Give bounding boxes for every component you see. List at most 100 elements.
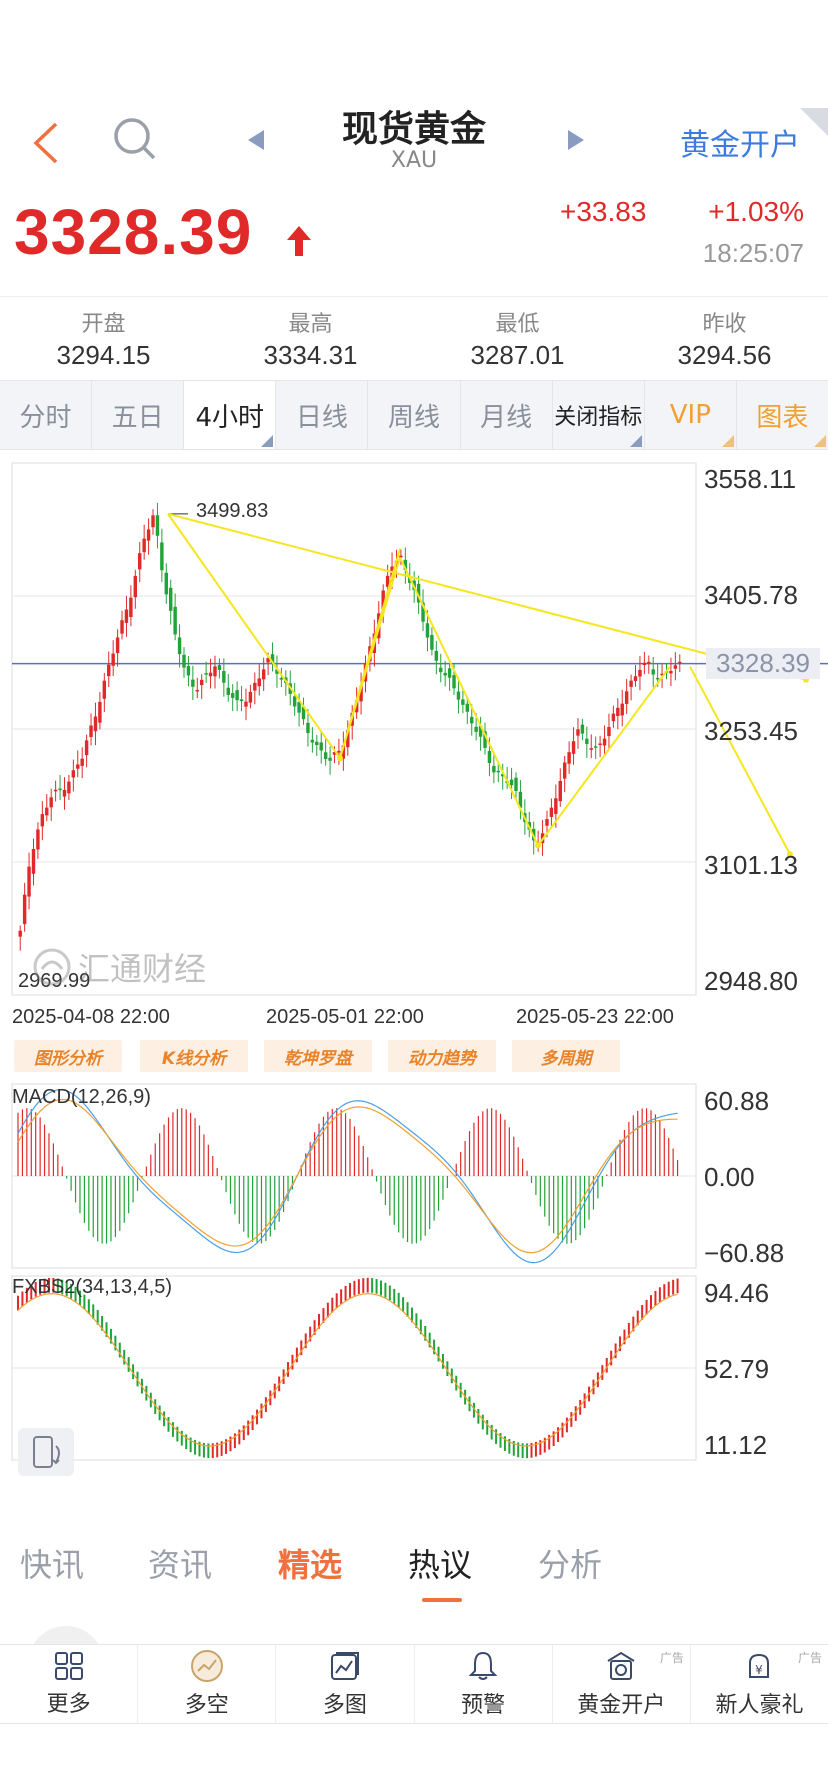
candle-body: [253, 682, 257, 691]
trend-line: [167, 512, 807, 681]
candle-body: [474, 726, 478, 732]
rotate-phone-icon: [33, 1436, 60, 1468]
nav-gold-account-label: 黄金开户: [577, 1693, 666, 1718]
date-label-start: 2025-04-08 22:00: [12, 1006, 170, 1028]
symbol-title: 现货黄金: [341, 109, 486, 150]
dropdown-corner-icon: [629, 435, 642, 447]
news-tab-hot[interactable]: 热议: [408, 1546, 473, 1584]
ad-corner-badge: [800, 108, 828, 136]
candle-body: [629, 680, 633, 687]
dropdown-corner-icon: [813, 435, 826, 447]
candle-body: [470, 716, 474, 724]
candle-body: [133, 575, 138, 598]
candle-body: [580, 724, 585, 734]
stat-low-label: 最低: [495, 312, 540, 337]
stat-high-value: 3334.31: [263, 340, 358, 370]
candle-body: [589, 748, 593, 750]
candle-body: [319, 742, 323, 751]
tool-multi-period[interactable]: 多周期: [512, 1040, 620, 1072]
trend-circle-icon: [190, 1650, 223, 1682]
candle-body: [199, 679, 204, 686]
nav-new-user-gift[interactable]: 广告 ¥ 新人豪礼: [691, 1645, 828, 1723]
news-tab-featured[interactable]: 精选: [278, 1546, 343, 1584]
fxbs-title: FXBS2(34,13,4,5): [12, 1276, 173, 1298]
candle-body: [381, 590, 385, 610]
candle-body: [164, 572, 169, 595]
stat-prev-close-value: 3294.56: [677, 340, 772, 370]
candle-body: [425, 623, 430, 638]
candle-body: [76, 764, 80, 769]
candle-body: [84, 740, 89, 756]
nav-gold-account[interactable]: 广告 黄金开户: [553, 1645, 691, 1723]
macd-chart[interactable]: [0, 1080, 828, 1272]
candle-body: [385, 575, 390, 587]
stats-divider: [0, 296, 828, 297]
nav-alert[interactable]: 预警: [415, 1645, 553, 1723]
candle-body: [660, 673, 664, 676]
gold-account-icon: [607, 1651, 635, 1680]
tab-daily[interactable]: 日线: [276, 381, 369, 449]
candlestick-chart[interactable]: [0, 455, 828, 1000]
fxbs-signal-line: [17, 1293, 678, 1447]
nav-long-short[interactable]: 多空: [138, 1645, 277, 1723]
trend-line: [689, 666, 791, 855]
nav-multi-chart[interactable]: 多图: [276, 1645, 415, 1723]
tab-five-day[interactable]: 五日: [92, 381, 185, 449]
back-button[interactable]: [28, 118, 68, 168]
prev-symbol-button[interactable]: [244, 128, 268, 156]
news-tab-info[interactable]: 资讯: [148, 1546, 213, 1584]
stat-low-value: 3287.01: [470, 340, 565, 370]
nav-more[interactable]: 更多: [0, 1645, 139, 1723]
grid-icon: [54, 1652, 83, 1680]
candle-body: [62, 789, 67, 797]
candle-body: [452, 675, 456, 689]
candle-body: [275, 669, 279, 674]
candle-body: [244, 701, 248, 707]
tool-kline-analysis[interactable]: K线分析: [140, 1040, 248, 1072]
fullscreen-button[interactable]: [18, 1428, 74, 1476]
tool-momentum[interactable]: 动力趋势: [388, 1040, 496, 1072]
fxbs-chart[interactable]: [0, 1272, 828, 1464]
next-symbol-button[interactable]: [564, 128, 588, 156]
tab-close-indicator[interactable]: 关闭指标: [553, 381, 645, 449]
candle-body: [624, 691, 629, 704]
tab-intraday[interactable]: 分时: [0, 381, 93, 449]
tool-compass[interactable]: 乾坤罗盘: [264, 1040, 372, 1072]
candle-body: [226, 687, 230, 695]
date-label-end: 2025-05-23 22:00: [516, 1006, 674, 1028]
candle-body: [292, 696, 297, 707]
candle-body: [514, 777, 518, 791]
tab-4hour[interactable]: 4小时: [184, 381, 277, 449]
search-button[interactable]: [110, 114, 160, 164]
candle-body: [616, 707, 620, 716]
candle-body: [31, 848, 36, 874]
candle-body: [328, 757, 332, 761]
news-tab-analysis[interactable]: 分析: [538, 1546, 603, 1584]
candle-body: [71, 770, 76, 778]
candle-body: [115, 637, 120, 654]
tool-pattern-analysis[interactable]: 图形分析: [14, 1040, 122, 1072]
candle-body: [585, 738, 589, 744]
trend-line: [537, 665, 671, 847]
candle-body: [554, 798, 558, 814]
tab-monthly[interactable]: 月线: [461, 381, 553, 449]
tab-vip[interactable]: VIP: [645, 381, 737, 449]
candle-body: [545, 819, 549, 826]
open-account-link[interactable]: 黄金开户: [680, 128, 800, 163]
candle-body: [40, 814, 45, 827]
candle-body: [257, 678, 261, 687]
candle-body: [461, 699, 465, 705]
candle-body: [456, 691, 461, 700]
tab-chart[interactable]: 图表: [737, 381, 828, 449]
candle-body: [58, 788, 62, 791]
nav-long-short-label: 多空: [184, 1693, 229, 1718]
tab-weekly[interactable]: 周线: [368, 381, 461, 449]
news-tab-flash[interactable]: 快讯: [20, 1546, 85, 1584]
candle-body: [111, 653, 115, 666]
trend-line: [399, 556, 539, 846]
candle-body: [549, 807, 554, 817]
trend-arrow-head: [337, 755, 343, 762]
back-arrow-icon: [33, 122, 58, 164]
candle-body: [93, 716, 98, 732]
candle-body: [611, 713, 616, 722]
